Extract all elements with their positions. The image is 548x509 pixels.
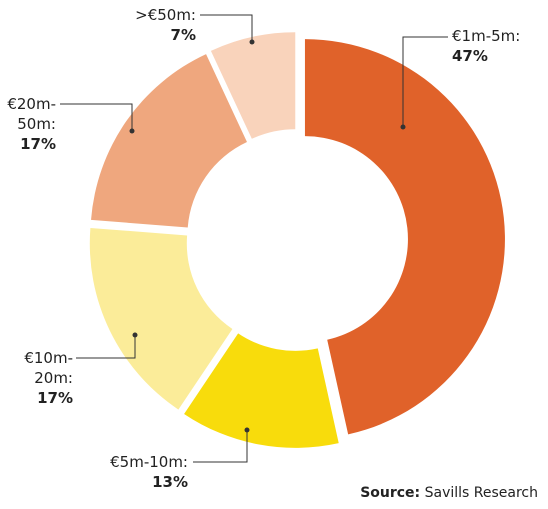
segment-label: €10m-20m: 17% [15,348,73,408]
value-label: 7% [170,26,196,44]
segment-label: €1m-5m: 47% [452,26,520,66]
leader-dot [400,124,406,130]
leader-line [76,335,136,359]
donut-segment [304,39,505,435]
donut-segment [89,227,233,410]
segment-label: >€50m: 7% [135,5,196,45]
category-label: €5m-10m: [110,453,188,471]
leader-dot [132,332,138,338]
segment-label: €20m-50m: 17% [0,94,56,154]
leader-line [200,14,253,42]
leader-line [60,103,133,131]
source-text: Savills Research [424,485,538,501]
source-note: Source: Savills Research [360,485,538,501]
category-label: >€50m: [135,6,196,24]
leader-dot [129,128,135,134]
donut-segment [91,54,247,228]
leader-line [193,430,248,463]
value-label: 17% [37,389,73,407]
value-label: 47% [452,47,488,65]
segment-label: €5m-10m: 13% [110,452,188,492]
donut-segment [210,32,296,139]
leader-dot [244,427,250,433]
value-label: 17% [20,135,56,153]
leader-dot [249,39,255,45]
category-label: €10m-20m: [24,349,73,387]
category-label: €1m-5m: [452,27,521,45]
leader-line [402,36,448,127]
category-label: €20m-50m: [7,95,56,133]
source-label: Source: [360,485,421,501]
value-label: 13% [152,473,188,491]
donut-segment [184,333,339,448]
